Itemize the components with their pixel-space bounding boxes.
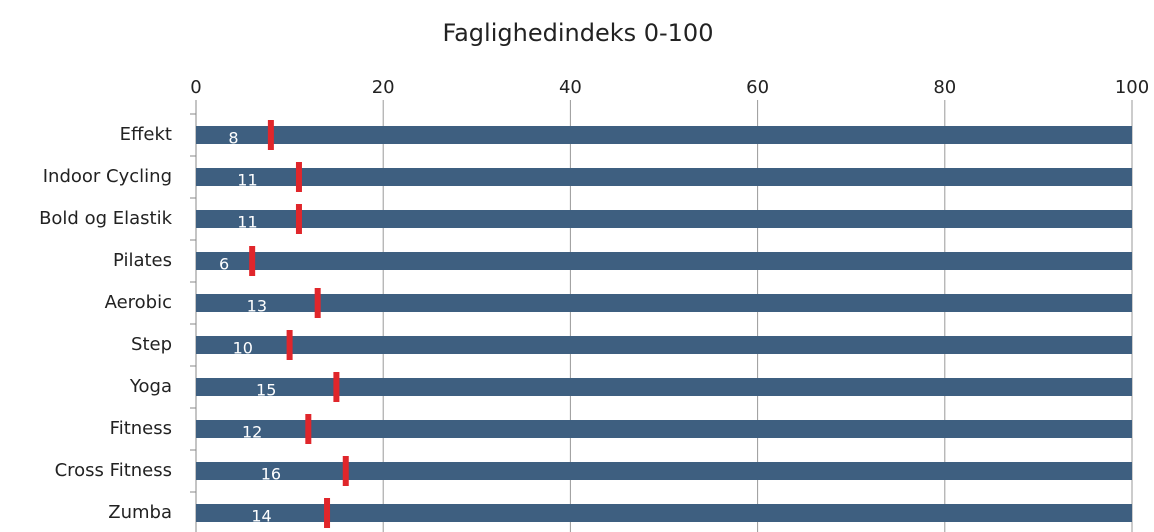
y-tick-label: Pilates bbox=[113, 250, 172, 271]
x-tick-label: 20 bbox=[372, 77, 395, 98]
y-tick-label: Fitness bbox=[110, 418, 172, 439]
y-tick-label: Cross Fitness bbox=[55, 460, 172, 481]
bar bbox=[196, 252, 1132, 270]
y-tick-label: Bold og Elastik bbox=[39, 208, 173, 229]
y-tick-label: Zumba bbox=[108, 502, 172, 523]
y-tick-label: Yoga bbox=[129, 376, 172, 397]
data-label: 14 bbox=[251, 507, 271, 526]
data-label: 16 bbox=[261, 465, 281, 484]
data-label: 8 bbox=[228, 129, 238, 148]
x-tick-label: 80 bbox=[933, 77, 956, 98]
x-tick-label: 100 bbox=[1115, 77, 1149, 98]
data-label: 11 bbox=[237, 213, 257, 232]
data-label: 13 bbox=[247, 297, 267, 316]
bar bbox=[196, 462, 1132, 480]
data-label: 6 bbox=[219, 255, 229, 274]
chart-title: Faglighedindeks 0-100 bbox=[443, 19, 714, 47]
bar bbox=[196, 168, 1132, 186]
marker bbox=[324, 498, 331, 528]
y-tick-label: Indoor Cycling bbox=[43, 166, 172, 187]
bar bbox=[196, 294, 1132, 312]
bar bbox=[196, 336, 1132, 354]
marker bbox=[333, 372, 340, 402]
y-tick-label: Aerobic bbox=[105, 292, 172, 313]
bar bbox=[196, 420, 1132, 438]
marker bbox=[249, 246, 256, 276]
marker bbox=[286, 330, 293, 360]
marker bbox=[295, 204, 302, 234]
data-label: 10 bbox=[233, 339, 253, 358]
y-tick-label: Effekt bbox=[120, 124, 172, 145]
bar bbox=[196, 378, 1132, 396]
bar bbox=[196, 504, 1132, 522]
x-tick-label: 0 bbox=[190, 77, 201, 98]
marker bbox=[305, 414, 312, 444]
marker bbox=[314, 288, 321, 318]
x-tick-label: 60 bbox=[746, 77, 769, 98]
y-tick-label: Step bbox=[131, 334, 172, 355]
bar bbox=[196, 126, 1132, 144]
data-label: 11 bbox=[237, 171, 257, 190]
bar bbox=[196, 210, 1132, 228]
data-label: 15 bbox=[256, 381, 276, 400]
x-tick-label: 40 bbox=[559, 77, 582, 98]
marker bbox=[267, 120, 274, 150]
marker bbox=[342, 456, 349, 486]
data-label: 12 bbox=[242, 423, 262, 442]
marker bbox=[295, 162, 302, 192]
